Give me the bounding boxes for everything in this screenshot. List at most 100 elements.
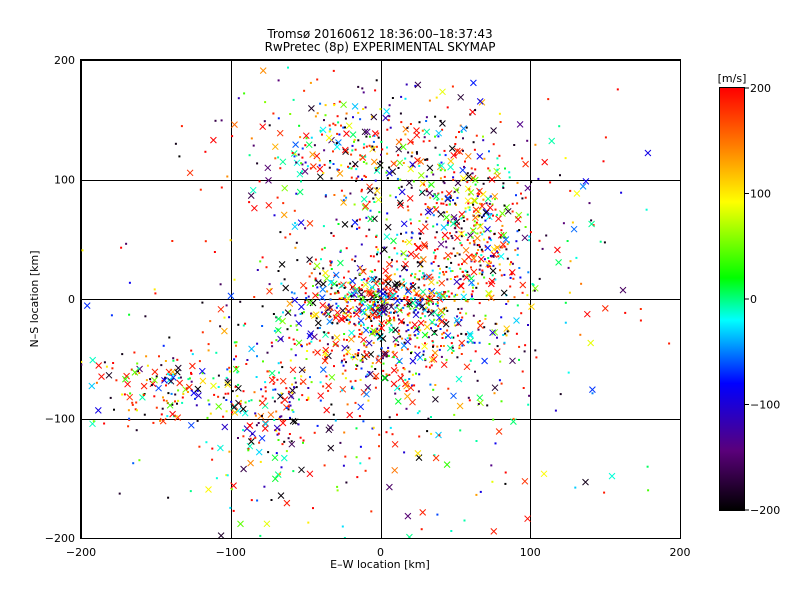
data-point	[185, 387, 188, 390]
data-point	[264, 386, 267, 389]
data-point	[356, 227, 358, 230]
data-point	[403, 297, 406, 299]
data-point	[128, 418, 131, 421]
data-point	[458, 346, 461, 349]
data-point	[362, 146, 365, 149]
data-point	[471, 172, 474, 175]
data-point-x	[393, 280, 401, 287]
data-point	[123, 393, 126, 396]
data-point	[479, 231, 482, 234]
data-point	[478, 244, 481, 247]
data-point	[270, 499, 273, 501]
data-point	[388, 373, 391, 376]
data-point	[409, 307, 412, 310]
data-point	[359, 158, 362, 161]
data-point	[398, 329, 401, 332]
data-point-x	[414, 450, 422, 457]
data-point-x	[341, 146, 349, 154]
data-point	[527, 324, 529, 326]
data-point-x	[464, 152, 472, 160]
data-point	[330, 308, 333, 311]
data-point	[416, 336, 419, 339]
data-point	[449, 278, 452, 280]
data-point-x	[476, 223, 484, 230]
data-point	[385, 431, 388, 434]
data-point	[328, 316, 331, 318]
data-point	[196, 419, 199, 422]
data-point	[296, 259, 299, 262]
data-point	[195, 404, 198, 407]
data-point	[307, 396, 310, 399]
data-point	[478, 245, 481, 248]
data-point	[393, 319, 396, 322]
data-point	[468, 242, 471, 245]
data-point	[439, 328, 442, 330]
data-point	[217, 395, 220, 398]
data-point-x	[224, 381, 232, 389]
data-point	[305, 297, 308, 299]
data-point-x	[398, 188, 406, 196]
data-point	[177, 399, 180, 402]
data-point-x	[319, 366, 327, 373]
data-point	[413, 384, 416, 387]
data-point	[153, 288, 156, 291]
data-point	[369, 270, 372, 273]
data-point	[349, 315, 352, 318]
data-point-x	[380, 308, 387, 316]
data-point	[466, 239, 469, 241]
data-point-x	[460, 125, 467, 132]
data-point	[538, 239, 541, 242]
data-point-x	[306, 220, 314, 227]
data-point	[264, 390, 267, 393]
data-point-x	[404, 338, 412, 346]
data-point	[336, 168, 339, 171]
data-point	[365, 135, 368, 138]
data-point-x	[349, 131, 357, 138]
data-point-x	[582, 178, 590, 185]
data-point	[490, 239, 493, 242]
data-point	[285, 450, 288, 453]
data-point	[154, 292, 157, 295]
data-point-x	[215, 403, 223, 410]
data-point-x	[409, 357, 417, 365]
data-point	[127, 425, 130, 428]
data-point	[270, 341, 273, 344]
data-point	[483, 258, 486, 261]
data-point	[233, 278, 236, 281]
data-point-x	[383, 233, 391, 241]
data-point	[420, 265, 423, 268]
data-point-x	[433, 193, 440, 200]
data-point	[554, 409, 557, 412]
data-point	[432, 354, 435, 357]
data-point	[239, 300, 242, 303]
data-point	[453, 324, 456, 327]
data-point	[333, 194, 336, 196]
data-point	[362, 420, 365, 423]
data-point-x	[176, 379, 184, 387]
data-point	[346, 403, 349, 406]
data-point-x	[415, 244, 423, 252]
data-point-x	[409, 398, 416, 406]
data-point	[337, 223, 340, 225]
data-point-x	[235, 384, 242, 392]
data-point-x	[396, 159, 404, 167]
data-point	[455, 231, 458, 234]
data-point	[406, 296, 409, 298]
data-point	[360, 243, 363, 246]
data-point	[645, 208, 648, 211]
data-point-x	[425, 295, 433, 302]
data-point	[526, 294, 529, 297]
data-point	[375, 187, 378, 190]
data-point-x	[280, 454, 288, 462]
data-point	[231, 390, 234, 393]
data-point	[518, 345, 521, 348]
data-point	[452, 349, 455, 352]
data-point	[473, 341, 476, 344]
data-point-x	[352, 287, 359, 295]
data-point-x	[447, 163, 454, 171]
data-point	[430, 432, 433, 435]
data-point-x	[83, 302, 91, 309]
data-point-x	[94, 407, 102, 414]
data-point	[564, 157, 567, 160]
data-point	[389, 194, 392, 197]
